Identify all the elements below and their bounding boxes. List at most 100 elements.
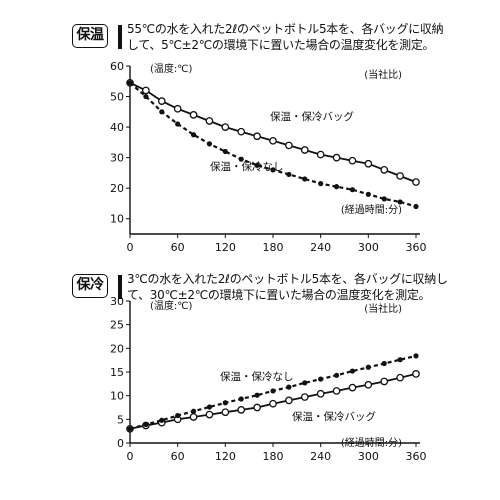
series-label: 保温・保冷バッグ [292, 410, 376, 423]
source-note: (当社比) [364, 68, 402, 81]
y-tick-label: 40 [110, 121, 124, 134]
data-point [348, 383, 357, 392]
x-tick-label: 240 [310, 450, 331, 463]
data-point [333, 372, 340, 378]
y-tick-label: 20 [110, 342, 124, 355]
data-point [364, 380, 373, 389]
data-point [157, 97, 166, 105]
data-point [189, 413, 198, 421]
data-point [365, 364, 371, 370]
heat-retention-badge: 保温 [72, 24, 108, 48]
data-point [254, 392, 260, 398]
data-point [190, 408, 197, 414]
x-axis-label: (経過時間:分) [341, 203, 402, 216]
y-tick-label: 0 [117, 437, 124, 450]
data-point [237, 406, 246, 414]
data-point [316, 389, 325, 398]
data-point [238, 396, 244, 402]
x-tick-label: 60 [171, 241, 185, 254]
x-tick-label: 360 [406, 450, 427, 463]
y-tick-label: 30 [110, 295, 124, 308]
data-point [396, 172, 404, 180]
x-tick-label: 0 [127, 241, 134, 254]
data-point [253, 403, 261, 412]
y-axis-label: (温度:℃) [150, 299, 193, 312]
data-point [175, 412, 181, 419]
heat-retention-description: 55℃の水を入れた2ℓのペットボトル5本を、各バッグに収納 して、5℃±2℃の環… [127, 21, 457, 53]
data-point [269, 136, 277, 145]
y-tick-label: 15 [110, 366, 124, 379]
data-point [380, 377, 389, 386]
data-point [316, 150, 325, 159]
cold-retention-panel: 保冷 3℃の水を入れた2ℓのペットボトル5本を、各バッグに収納し て、30℃±2… [0, 250, 500, 500]
data-point [318, 376, 324, 382]
y-axis-label: (温度:℃) [150, 62, 193, 75]
series-label: 保温・保冷バッグ [270, 110, 354, 123]
data-point [237, 127, 246, 136]
x-tick-label: 360 [406, 241, 427, 254]
data-point [285, 396, 293, 405]
data-point [175, 121, 181, 127]
y-tick-label: 25 [110, 319, 124, 332]
data-point [173, 104, 182, 113]
data-point [333, 184, 340, 190]
y-tick-label: 50 [110, 91, 124, 104]
x-tick-label: 120 [215, 450, 236, 463]
data-point [302, 380, 308, 386]
data-point [348, 156, 357, 165]
x-tick-label: 60 [171, 450, 185, 463]
data-point [318, 181, 324, 187]
x-tick-label: 300 [358, 241, 379, 254]
y-tick-label: 30 [110, 152, 124, 165]
data-point [349, 187, 356, 193]
data-point [270, 388, 276, 394]
y-tick-label: 60 [110, 60, 124, 73]
data-point [364, 159, 373, 168]
x-axis-label: (経過時間:分) [341, 436, 402, 449]
description-line: 55℃の水を入れた2ℓのペットボトル5本を、各バッグに収納 [127, 22, 444, 36]
data-point [397, 199, 403, 205]
data-point [396, 373, 404, 382]
data-point [397, 357, 403, 363]
heat-retention-chart: 10 20 30 40 50 60 0 60 120 180 240 300 360 (温度:℃) (当社比… [110, 60, 427, 254]
cold-retention-badge: 保冷 [72, 274, 108, 298]
description-line: て、30℃±2℃の環境下に置いた場合の温度変化を測定。 [127, 288, 431, 302]
data-point [253, 132, 261, 141]
data-point [222, 148, 228, 155]
source-note: (当社比) [364, 302, 402, 315]
data-point [159, 109, 165, 115]
data-point [127, 80, 133, 86]
data-point [332, 387, 341, 395]
data-point [143, 93, 149, 100]
data-point [127, 426, 133, 432]
data-point [189, 111, 198, 119]
heat-retention-panel: 保温 55℃の水を入れた2ℓのペットボトル5本を、各バッグに収納 して、5℃±2… [72, 21, 457, 254]
description-line: 3℃の水を入れた2ℓのペットボトル5本を、各バッグに収納し [127, 272, 448, 286]
data-point [222, 400, 228, 406]
data-point [300, 146, 309, 154]
data-point [286, 384, 292, 390]
data-point [412, 370, 420, 378]
y-tick-label: 10 [110, 213, 124, 226]
x-tick-label: 240 [310, 241, 331, 254]
data-point [159, 417, 165, 423]
data-point [221, 408, 230, 417]
data-point [238, 156, 244, 162]
x-tick-label: 180 [263, 450, 284, 463]
description-bar [118, 25, 122, 49]
data-point [365, 191, 371, 197]
series-label: 保温・保冷なし [210, 160, 284, 173]
data-point [332, 153, 341, 162]
y-tick-label: 20 [110, 182, 124, 195]
data-point [206, 404, 213, 410]
series-label: 保温・保冷なし [220, 370, 294, 383]
description-bar [118, 275, 122, 299]
data-point [413, 353, 419, 359]
x-tick-label: 180 [263, 241, 284, 254]
data-point [205, 410, 214, 419]
data-point [269, 399, 277, 408]
data-point [270, 167, 276, 173]
data-point [205, 117, 214, 125]
data-point [286, 171, 292, 178]
x-tick-label: 120 [215, 241, 236, 254]
